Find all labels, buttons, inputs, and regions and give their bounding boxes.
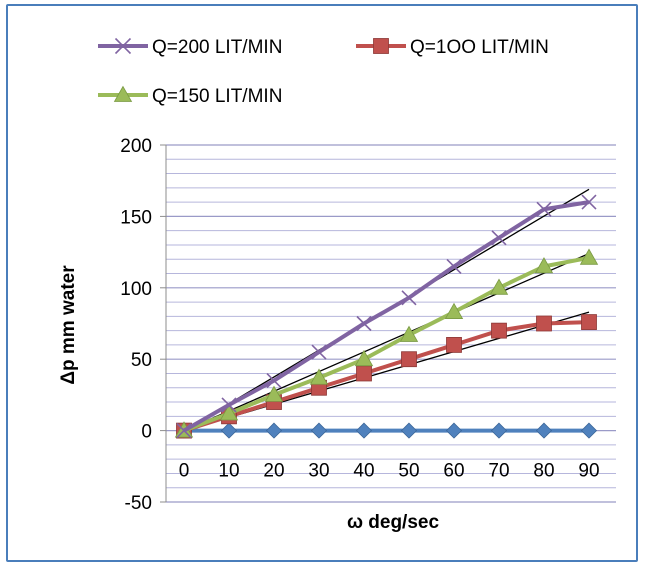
- y-tick-label: 150: [120, 207, 152, 228]
- marker-diamond: [490, 422, 508, 439]
- marker-square: [373, 38, 389, 54]
- y-axis-label: Δp mm water: [58, 265, 79, 385]
- marker-diamond: [580, 422, 598, 439]
- marker-square: [401, 351, 417, 368]
- marker-triangle: [444, 302, 464, 319]
- series-3: [175, 422, 598, 439]
- y-tick-label: 100: [120, 279, 152, 300]
- legend-item: Q=1OO LIT/MIN: [356, 37, 549, 58]
- y-tick-label: 0: [141, 422, 152, 443]
- marker-triangle: [113, 85, 133, 102]
- legend-item: Q=150 LIT/MIN: [98, 85, 282, 107]
- marker-x: [266, 373, 282, 389]
- x-tick-label: 10: [218, 461, 239, 482]
- marker-triangle: [264, 385, 284, 402]
- marker-triangle: [489, 278, 509, 295]
- axes: [160, 144, 167, 503]
- series-2: [174, 248, 599, 438]
- marker-square: [356, 365, 372, 382]
- trendline: [183, 252, 590, 432]
- marker-x: [446, 258, 462, 274]
- x-tick-label: 30: [308, 461, 329, 482]
- grid: [166, 144, 616, 503]
- marker-square: [581, 314, 597, 330]
- x-tick-label: 50: [398, 461, 419, 482]
- marker-diamond: [535, 422, 553, 439]
- marker-triangle: [354, 349, 374, 367]
- marker-square: [491, 322, 507, 339]
- marker-diamond: [400, 422, 418, 439]
- legend-label: Q=200 LIT/MIN: [152, 37, 282, 58]
- marker-x: [581, 194, 597, 210]
- x-tick-label: 40: [353, 461, 374, 482]
- y-tick-label: -50: [125, 493, 152, 514]
- marker-x: [311, 344, 327, 360]
- marker-x: [491, 230, 507, 246]
- legend-item: Q=200 LIT/MIN: [98, 37, 282, 58]
- x-tick-label: 70: [488, 461, 509, 482]
- y-tick-label: 50: [131, 350, 152, 371]
- series-1: [176, 314, 597, 439]
- marker-x: [536, 201, 552, 217]
- marker-square: [536, 315, 552, 332]
- series-line: [183, 255, 590, 433]
- legend-label: Q=150 LIT/MIN: [152, 86, 282, 107]
- marker-square: [446, 337, 462, 353]
- marker-triangle: [309, 368, 329, 385]
- marker-x: [176, 423, 192, 439]
- x-tick-label: 90: [578, 461, 599, 482]
- tick-labels: -50 0 50 100 150 200 0 10 20 30 40 50 60 70 80 90: [120, 136, 599, 514]
- legend-label: Q=1OO LIT/MIN: [410, 37, 549, 58]
- marker-triangle: [399, 325, 419, 342]
- marker-x: [114, 37, 132, 55]
- x-axis-label: ω deg/sec: [347, 512, 440, 533]
- series-line: [183, 200, 590, 433]
- x-tick-label: 20: [263, 461, 284, 482]
- marker-x: [221, 397, 237, 413]
- series-line: [183, 320, 590, 433]
- series-0: [176, 194, 597, 439]
- y-tick-label: 200: [120, 136, 152, 157]
- marker-diamond: [220, 422, 238, 439]
- marker-triangle: [579, 248, 599, 265]
- marker-diamond: [355, 422, 373, 439]
- marker-diamond: [265, 422, 283, 439]
- marker-x: [356, 315, 372, 332]
- x-tick-label: 80: [533, 461, 554, 482]
- marker-x: [401, 290, 417, 306]
- marker-diamond: [310, 422, 328, 439]
- legend: Q=200 LIT/MIN Q=1OO LIT/MIN Q=150 LIT/MIN: [98, 37, 549, 107]
- x-tick-label: 60: [443, 461, 464, 482]
- marker-triangle: [219, 404, 239, 421]
- marker-diamond: [445, 422, 463, 439]
- series: [174, 194, 599, 439]
- x-tick-label: 0: [179, 461, 190, 482]
- marker-triangle: [534, 257, 554, 274]
